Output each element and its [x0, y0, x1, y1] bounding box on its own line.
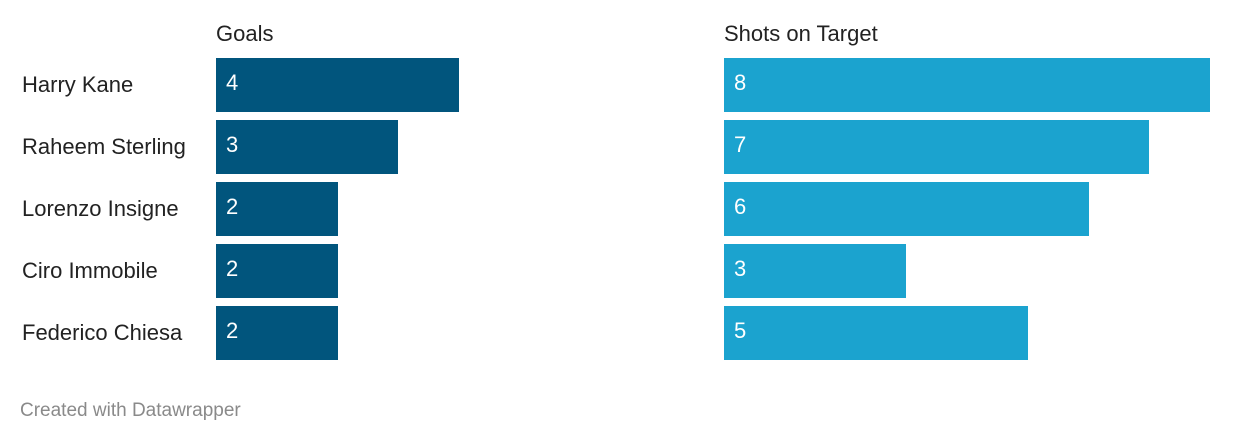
- bar-value-label: 5: [734, 318, 747, 343]
- bar-1-3: 3: [724, 244, 906, 298]
- bar-0-4: 2: [216, 306, 338, 360]
- bar-value-label: 7: [734, 132, 747, 157]
- row-label: Lorenzo Insigne: [22, 196, 179, 221]
- bar-value-label: 8: [734, 70, 747, 95]
- row-label: Federico Chiesa: [22, 320, 183, 345]
- bar-value-label: 6: [734, 194, 747, 219]
- bar-value-label: 3: [226, 132, 239, 157]
- bar-1-0: 8: [724, 58, 1210, 112]
- bar-value-label: 2: [226, 318, 239, 343]
- column-title-1: Shots on Target: [724, 21, 878, 46]
- bar-1-4: 5: [724, 306, 1028, 360]
- bar-0-2: 2: [216, 182, 338, 236]
- bar-value-label: 4: [226, 70, 239, 95]
- bar-1-2: 6: [724, 182, 1089, 236]
- bar-value-label: 2: [226, 194, 239, 219]
- bar-1-1: 7: [724, 120, 1149, 174]
- row-label: Ciro Immobile: [22, 258, 158, 283]
- bar-value-label: 3: [734, 256, 747, 281]
- datawrapper-credit: Created with Datawrapper: [20, 400, 241, 421]
- bar-0-0: 4: [216, 58, 459, 112]
- bar-value-label: 2: [226, 256, 239, 281]
- row-label: Harry Kane: [22, 72, 134, 97]
- bar-0-3: 2: [216, 244, 338, 298]
- column-title-0: Goals: [216, 21, 274, 46]
- row-label: Raheem Sterling: [22, 134, 186, 159]
- bar-0-1: 3: [216, 120, 398, 174]
